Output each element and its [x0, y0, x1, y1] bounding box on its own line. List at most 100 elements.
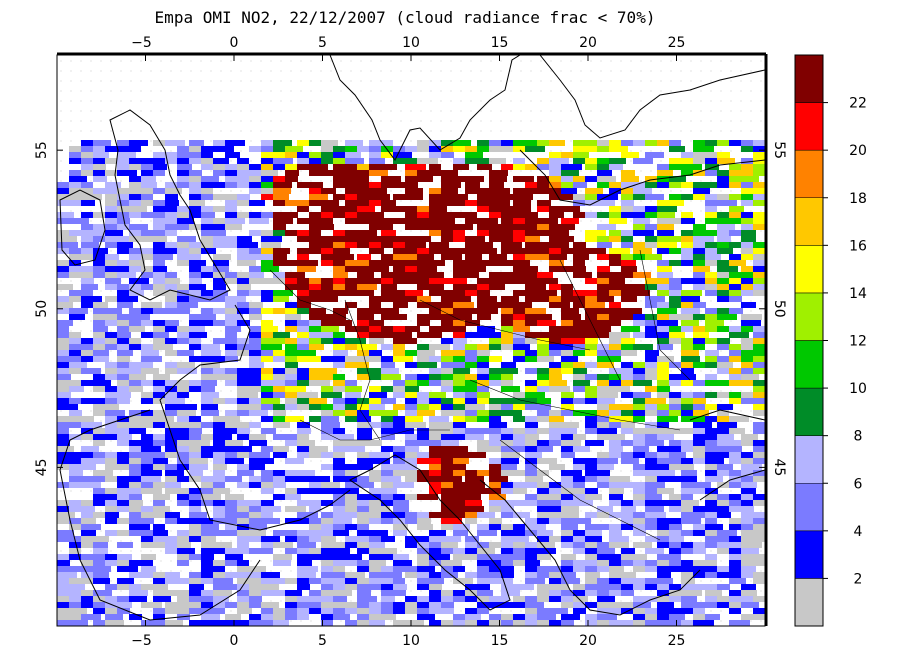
no2-pixel	[189, 608, 203, 614]
no2-pixel	[141, 512, 154, 518]
no2-pixel	[549, 212, 564, 218]
no2-pixel	[165, 422, 183, 428]
no2-pixel	[297, 614, 309, 620]
no2-pixel	[525, 422, 538, 428]
no2-pixel	[333, 194, 347, 200]
no2-pixel	[429, 542, 446, 548]
no2-pixel	[93, 272, 113, 278]
no2-pixel	[477, 374, 489, 380]
no2-pixel	[57, 398, 71, 404]
no2-pixel	[429, 284, 444, 290]
no2-pixel	[633, 398, 645, 404]
no2-pixel	[369, 170, 388, 176]
no2-pixel	[105, 518, 117, 524]
no2-pixel	[369, 392, 387, 398]
no2-pixel	[309, 158, 324, 164]
no2-pixel	[525, 464, 537, 470]
no2-pixel	[117, 578, 134, 584]
no2-pixel	[633, 434, 648, 440]
no2-pixel	[489, 464, 510, 470]
no2-pixel	[225, 458, 244, 464]
no2-pixel	[513, 338, 525, 344]
no2-pixel	[705, 458, 724, 464]
no2-pixel	[501, 488, 513, 494]
no2-pixel	[681, 182, 693, 188]
no2-pixel	[321, 518, 335, 524]
no2-pixel	[105, 506, 122, 512]
no2-pixel	[141, 416, 157, 422]
no2-pixel	[741, 500, 755, 506]
no2-pixel	[609, 350, 624, 356]
no2-pixel	[453, 278, 467, 284]
no2-pixel	[105, 422, 123, 428]
no2-pixel	[81, 578, 95, 584]
no2-pixel	[729, 578, 746, 584]
no2-pixel	[597, 290, 614, 296]
no2-pixel	[453, 590, 468, 596]
no2-pixel	[441, 464, 456, 470]
no2-pixel	[165, 386, 180, 392]
no2-pixel	[621, 518, 641, 524]
no2-pixel	[129, 476, 150, 482]
no2-pixel	[465, 248, 481, 254]
no2-pixel	[417, 260, 431, 266]
no2-pixel	[573, 482, 585, 488]
no2-pixel	[693, 506, 714, 512]
no2-pixel	[489, 254, 507, 260]
no2-pixel	[141, 482, 159, 488]
no2-pixel	[453, 416, 471, 422]
no2-pixel	[129, 380, 148, 386]
no2-pixel	[321, 404, 338, 410]
no2-pixel	[657, 320, 678, 326]
no2-pixel	[381, 224, 393, 230]
no2-pixel	[729, 566, 746, 572]
no2-pixel	[213, 296, 229, 302]
no2-pixel	[57, 284, 73, 290]
no2-pixel	[105, 608, 121, 614]
no2-pixel	[561, 170, 579, 176]
no2-pixel	[321, 584, 335, 590]
no2-pixel	[237, 200, 254, 206]
no2-pixel	[57, 194, 69, 200]
no2-pixel	[153, 392, 166, 398]
no2-pixel	[249, 332, 265, 338]
no2-pixel	[57, 560, 70, 566]
no2-pixel	[705, 350, 719, 356]
no2-pixel	[549, 482, 565, 488]
no2-pixel	[453, 428, 474, 434]
no2-pixel	[633, 530, 646, 536]
no2-pixel	[657, 614, 671, 620]
no2-pixel	[537, 380, 553, 386]
no2-pixel	[477, 158, 489, 164]
no2-pixel	[285, 506, 306, 512]
no2-pixel	[117, 602, 132, 608]
no2-pixel	[417, 206, 435, 212]
no2-pixel	[393, 152, 412, 158]
no2-pixel	[189, 140, 204, 146]
no2-pixel	[333, 272, 348, 278]
no2-pixel	[513, 326, 530, 332]
no2-pixel	[333, 410, 348, 416]
no2-pixel	[309, 332, 330, 338]
no2-pixel	[501, 272, 517, 278]
no2-pixel	[393, 254, 412, 260]
no2-pixel	[201, 476, 214, 482]
colorbar-label: 12	[849, 334, 867, 350]
no2-pixel	[417, 296, 431, 302]
no2-pixel	[309, 518, 326, 524]
no2-pixel	[321, 410, 337, 416]
no2-pixel	[753, 284, 765, 290]
no2-pixel	[57, 350, 71, 356]
no2-pixel	[333, 242, 352, 248]
no2-pixel	[345, 386, 362, 392]
no2-pixel	[165, 218, 185, 224]
no2-pixel	[657, 242, 677, 248]
no2-pixel	[309, 248, 328, 254]
no2-pixel	[429, 554, 450, 560]
no2-pixel	[525, 494, 538, 500]
no2-pixel	[693, 278, 710, 284]
no2-pixel	[573, 542, 587, 548]
no2-pixel	[465, 380, 479, 386]
no2-pixel	[729, 506, 742, 512]
no2-pixel	[405, 254, 419, 260]
